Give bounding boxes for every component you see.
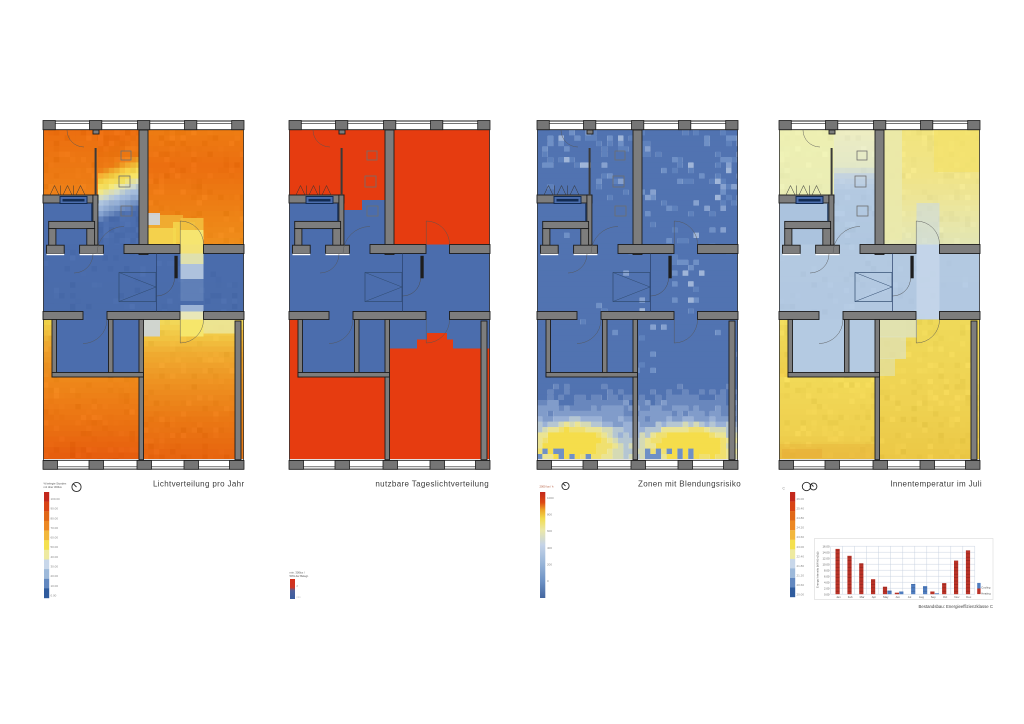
svg-text:14.00: 14.00 xyxy=(823,550,830,554)
svg-text:0.00: 0.00 xyxy=(51,593,57,597)
svg-text:2.00: 2.00 xyxy=(824,586,830,590)
svg-text:10.00: 10.00 xyxy=(823,562,830,566)
svg-text:20.00: 20.00 xyxy=(51,574,59,578)
svg-text:Lichtverteilung pro Jahr: Lichtverteilung pro Jahr xyxy=(153,480,245,489)
svg-text:min. 300lux /: min. 300lux / xyxy=(290,571,305,575)
svg-text:23.60: 23.60 xyxy=(797,535,805,539)
svg-text:#: # xyxy=(297,585,299,588)
svg-text:Heating: Heating xyxy=(981,591,991,595)
svg-text:8.00: 8.00 xyxy=(824,568,830,572)
svg-text:30.00: 30.00 xyxy=(51,565,59,569)
svg-text:0.00: 0.00 xyxy=(824,592,830,596)
svg-text:50.00: 50.00 xyxy=(51,545,59,549)
svg-text:Oct: Oct xyxy=(943,595,948,599)
svg-text:2000 lux / h: 2000 lux / h xyxy=(540,485,554,489)
svg-text:Dec: Dec xyxy=(966,595,972,599)
svg-text:90.00: 90.00 xyxy=(51,507,59,511)
svg-text:100.00: 100.00 xyxy=(51,497,61,501)
svg-text:24.80: 24.80 xyxy=(797,516,805,520)
svg-text:60.00: 60.00 xyxy=(51,536,59,540)
svg-text:Apr: Apr xyxy=(872,595,876,599)
svg-text:16.00: 16.00 xyxy=(823,544,830,548)
svg-text:20.00: 20.00 xyxy=(797,593,805,597)
svg-text:Energy Intensity (kWh/(m2a)): Energy Intensity (kWh/(m2a)) xyxy=(816,552,820,588)
svg-text:Cooling: Cooling xyxy=(981,586,991,590)
svg-text:Mar: Mar xyxy=(860,595,865,599)
svg-text:10.00: 10.00 xyxy=(51,584,59,588)
svg-text:80.00: 80.00 xyxy=(51,516,59,520)
svg-text:C: C xyxy=(783,487,786,491)
svg-text:26.00: 26.00 xyxy=(797,497,805,501)
svg-text:23.00: 23.00 xyxy=(797,545,805,549)
svg-text:50% der Belegt.: 50% der Belegt. xyxy=(290,574,309,578)
svg-text:200: 200 xyxy=(547,562,552,566)
svg-text:Zonen mit Blendungsrisiko: Zonen mit Blendungsrisiko xyxy=(638,480,741,489)
svg-text:0: 0 xyxy=(547,579,549,583)
svg-text:% belegte Stunden: % belegte Stunden xyxy=(44,482,67,486)
svg-text:21.80: 21.80 xyxy=(797,564,805,568)
svg-text:Innentemperatur im Juli: Innentemperatur im Juli xyxy=(890,480,982,489)
svg-text:Feb: Feb xyxy=(848,595,853,599)
svg-text:21.20: 21.20 xyxy=(797,573,805,577)
svg-text:Sep: Sep xyxy=(931,595,936,599)
svg-text:Bestandsbau: Energieeffizienzk: Bestandsbau: Energieeffizienzklasse C xyxy=(919,604,993,609)
svg-text:Nov: Nov xyxy=(954,595,960,599)
svg-text:Jan: Jan xyxy=(836,595,841,599)
svg-text:1000: 1000 xyxy=(547,496,554,500)
svg-text:nutzbare Tageslichtverteilung: nutzbare Tageslichtverteilung xyxy=(375,480,489,489)
svg-text:400: 400 xyxy=(547,546,552,550)
svg-text:mit über 300lux: mit über 300lux xyxy=(44,485,63,489)
svg-text:800: 800 xyxy=(547,513,552,517)
svg-text:4.00: 4.00 xyxy=(824,580,830,584)
svg-text:70.00: 70.00 xyxy=(51,526,59,530)
svg-text:6.00: 6.00 xyxy=(824,574,830,578)
svg-text:24.20: 24.20 xyxy=(797,526,805,530)
svg-text:Jul: Jul xyxy=(908,595,912,599)
svg-text:May: May xyxy=(883,595,889,599)
svg-text:600: 600 xyxy=(547,529,552,533)
svg-text:min: min xyxy=(297,596,302,599)
svg-text:Jun: Jun xyxy=(895,595,900,599)
svg-text:40.00: 40.00 xyxy=(51,555,59,559)
svg-text:25.40: 25.40 xyxy=(797,507,805,511)
svg-text:12.00: 12.00 xyxy=(823,556,830,560)
svg-text:22.40: 22.40 xyxy=(797,554,805,558)
svg-text:Aug: Aug xyxy=(919,595,924,599)
svg-text:20.60: 20.60 xyxy=(797,583,805,587)
